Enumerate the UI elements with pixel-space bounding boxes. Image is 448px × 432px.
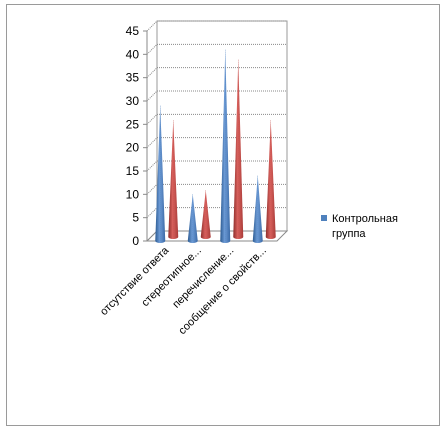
cone-blue-2 bbox=[220, 49, 231, 243]
floor bbox=[145, 230, 289, 242]
y-tick-label: 0 bbox=[132, 234, 139, 248]
gridline-side bbox=[146, 160, 158, 172]
y-tick-label: 5 bbox=[132, 211, 139, 225]
gridline-side bbox=[146, 43, 158, 55]
gridline-side bbox=[146, 137, 158, 149]
gridline-side bbox=[146, 230, 158, 242]
gridline-side bbox=[146, 67, 158, 79]
y-axis: 0 5 10 15 20 25 30 35 40 45 bbox=[126, 24, 147, 248]
y-tick-label: 45 bbox=[126, 24, 140, 38]
cone-chart: 0 5 10 15 20 25 30 35 40 45 отсутствие ответастер… bbox=[98, 20, 398, 337]
y-tick-label: 40 bbox=[126, 47, 140, 61]
y-tick-label: 35 bbox=[126, 71, 140, 85]
cone-red-1 bbox=[200, 190, 211, 239]
x-axis-labels: отсутствие ответастереотипное...перечисл… bbox=[98, 244, 269, 337]
gridline-side bbox=[146, 207, 158, 219]
y-tick-label: 15 bbox=[126, 164, 140, 178]
legend-swatch-control-group bbox=[321, 215, 327, 221]
cone-blue-0 bbox=[155, 105, 166, 244]
gridlines bbox=[146, 20, 287, 242]
y-tick-label: 10 bbox=[126, 187, 140, 201]
cone-red-2 bbox=[233, 59, 244, 239]
cone-red-3 bbox=[265, 120, 276, 239]
gridline-side bbox=[146, 20, 158, 32]
x-tick-label: стереотипное... bbox=[139, 245, 204, 310]
gridline-side bbox=[146, 183, 158, 195]
gridline-side bbox=[146, 113, 158, 125]
chart-frame: 0 5 10 15 20 25 30 35 40 45 отсутствие ответа стер… bbox=[6, 4, 440, 426]
data-marks bbox=[155, 49, 276, 244]
legend: Контрольная группа bbox=[321, 213, 398, 240]
y-tick-label: 25 bbox=[126, 117, 140, 131]
cone-blue-3 bbox=[252, 175, 263, 243]
gridline-side bbox=[146, 90, 158, 102]
y-tick-label: 30 bbox=[126, 94, 140, 108]
legend-label-line1: Контрольная bbox=[332, 213, 398, 225]
cone-red-0 bbox=[168, 120, 179, 239]
y-tick-label: 20 bbox=[126, 141, 140, 155]
cone-blue-1 bbox=[187, 194, 198, 243]
legend-label-line2: группа bbox=[332, 228, 366, 240]
